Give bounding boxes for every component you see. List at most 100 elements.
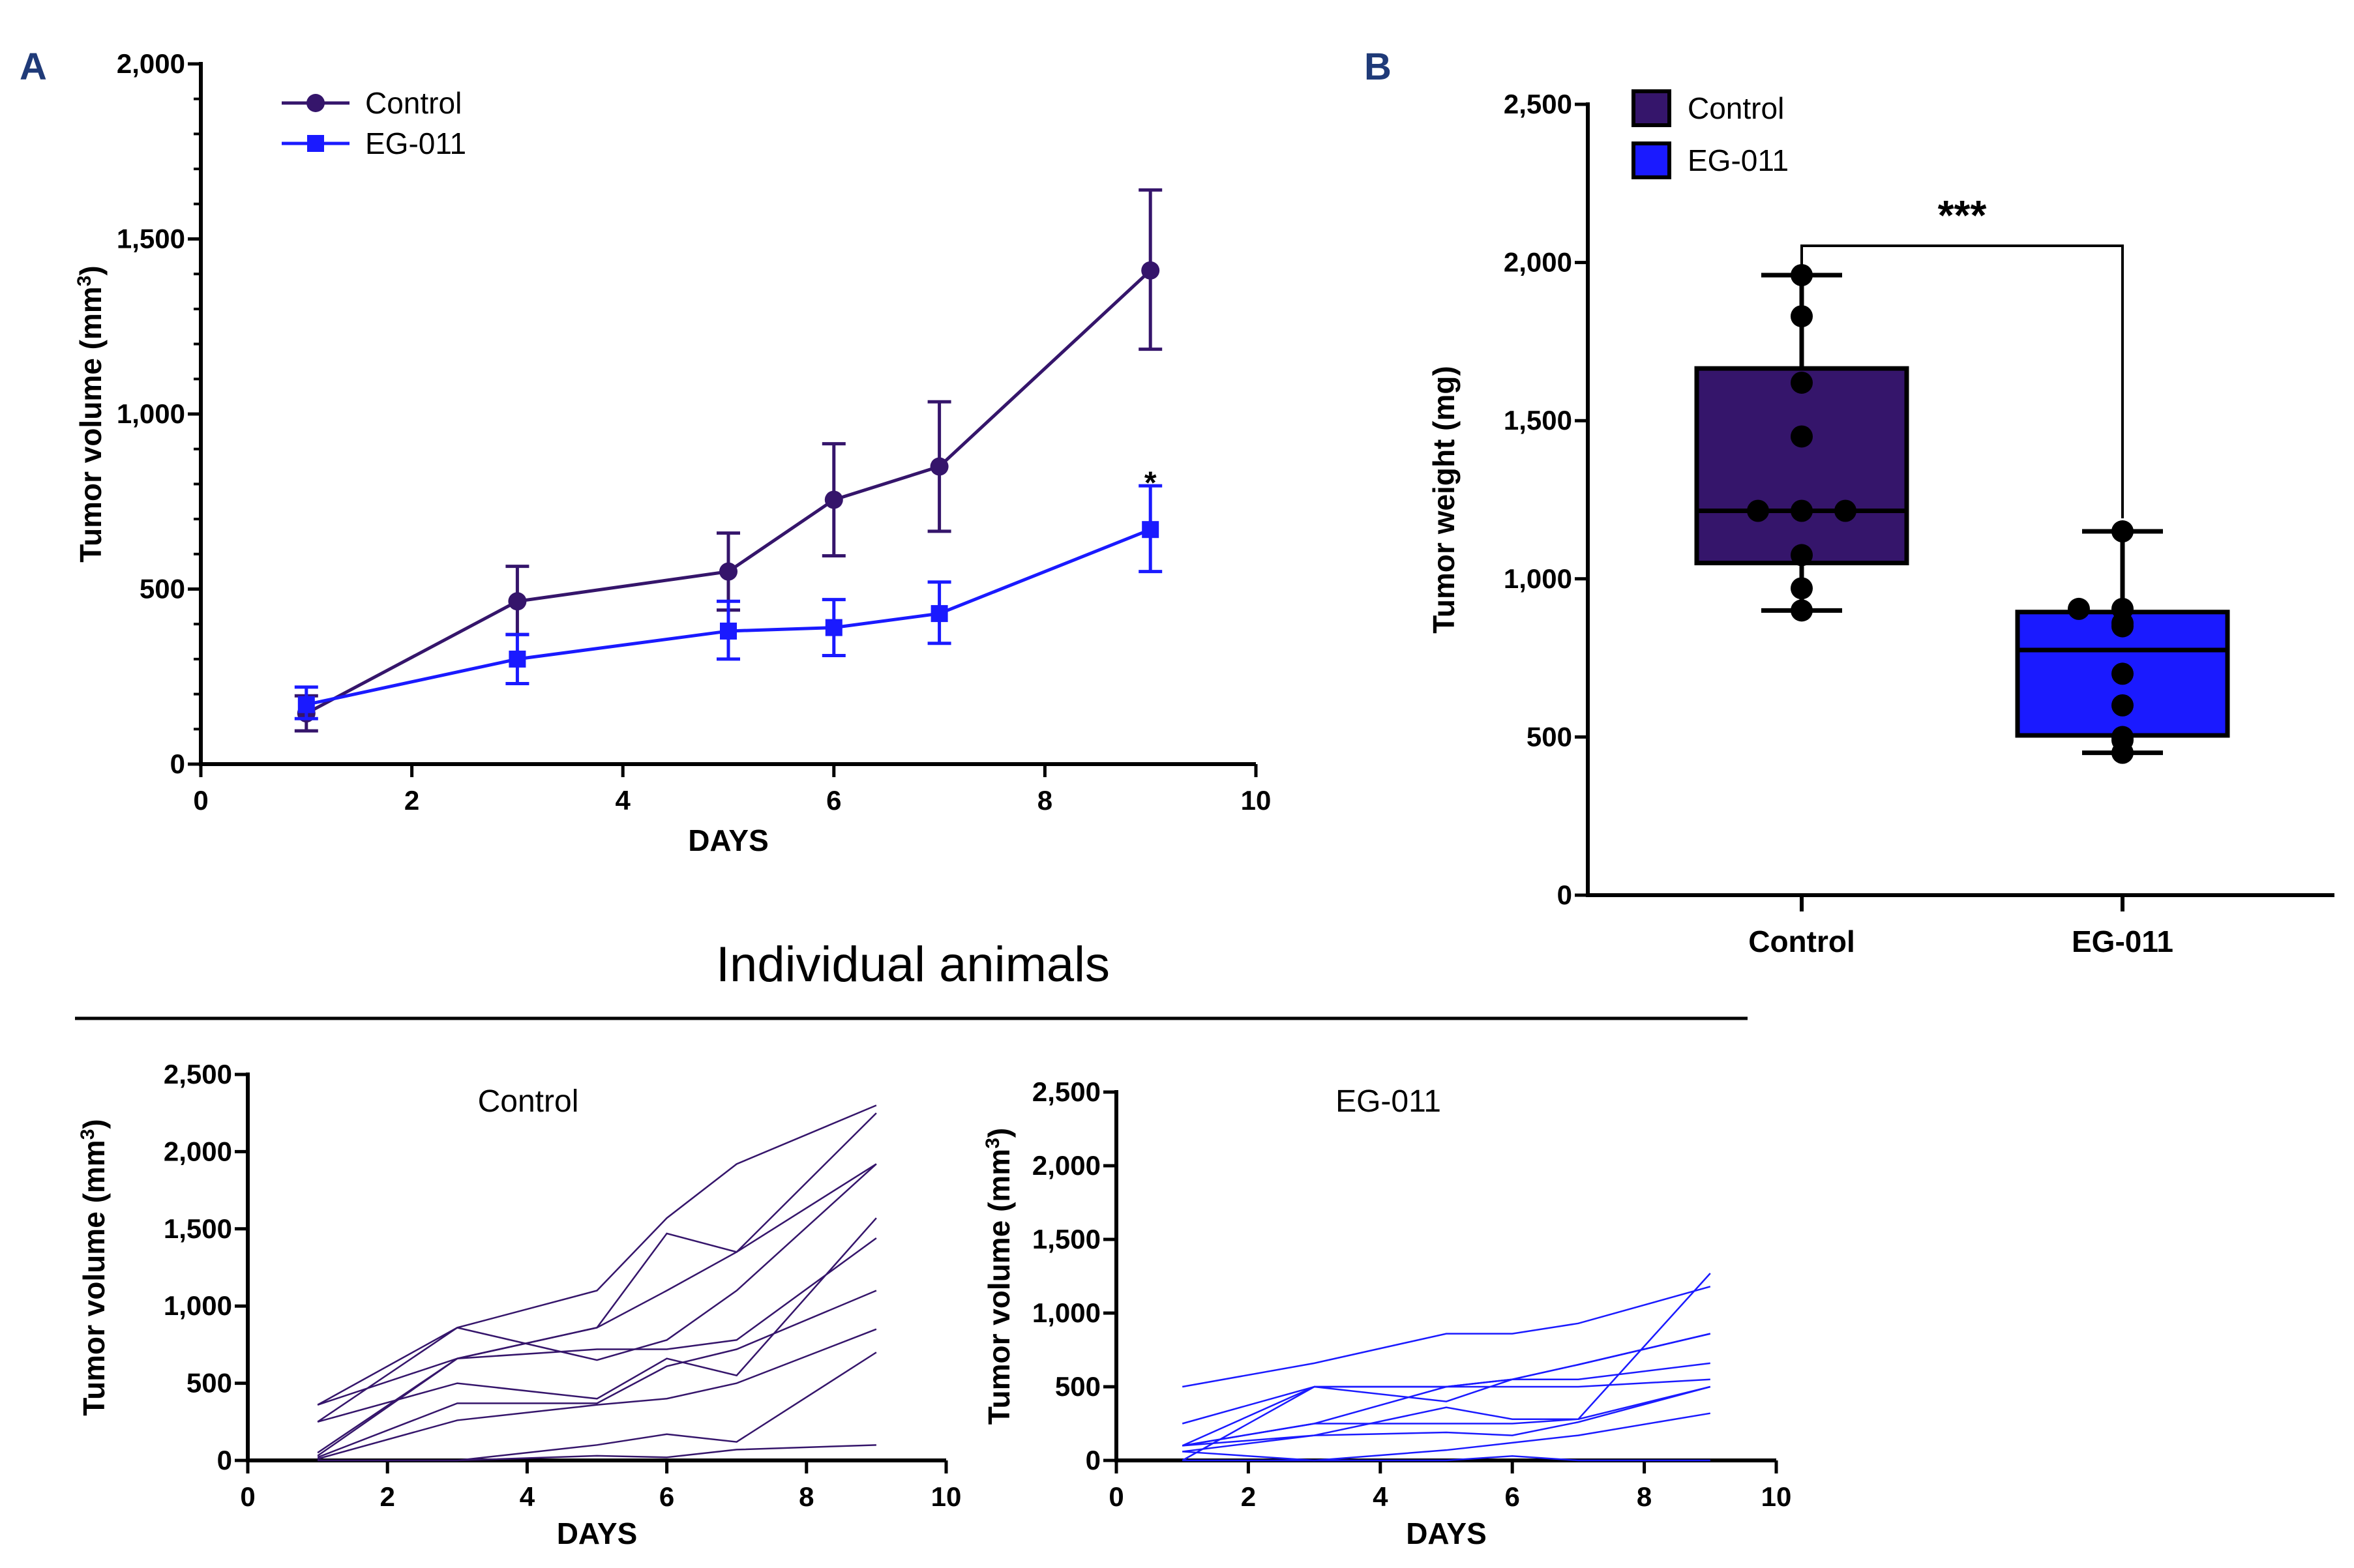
legend-label: Control [1688,91,1784,125]
superscript: 3 [982,1138,1004,1149]
x-tick-label: 6 [1505,1481,1520,1512]
legend-label: Control [365,86,462,120]
data-point [2111,662,2134,685]
y-tick-label: 500 [140,574,185,604]
chart-b: 0 500 1,000 1,500 2,000 2,500 Tumor weight (mg… [1427,89,2334,958]
data-point [2068,597,2090,620]
data-point [930,457,949,476]
paren: ) [74,265,108,275]
series-line [305,269,1152,715]
section-title: Individual animals [716,937,1110,992]
y-tick-label: 0 [1557,880,1572,910]
data-point [2111,694,2134,717]
y-tick-label: 1,500 [164,1213,232,1244]
y-tick-label: 2,000 [117,48,185,79]
x-tick-label: 4 [520,1481,535,1512]
legend-swatch [1631,89,1671,127]
data-point [824,490,843,509]
x-tick-label: 8 [799,1481,814,1512]
animal-line [318,1444,876,1462]
box [1694,366,1909,566]
animal-line [317,1290,877,1458]
y-tick-label: 2,000 [164,1136,232,1166]
legend-marker-circle [306,94,325,112]
x-axis-title: DAYS [557,1516,638,1550]
x-tick-label: 2 [1241,1481,1256,1512]
y-tick-label: 0 [170,748,185,779]
y-tick-label: 2,000 [1032,1150,1101,1181]
chart-title: Control [478,1084,579,1119]
y-tick-label: 1,500 [117,224,185,254]
y-tick-label: 1,000 [1032,1297,1101,1328]
data-point [1791,371,1813,394]
significance-label: *** [1938,192,1987,239]
x-tick-label: 4 [1373,1481,1388,1512]
data-point [2111,741,2134,764]
data-point [1141,261,1160,280]
data-point [931,605,948,623]
significance-bracket [1800,244,2124,518]
x-tick-label: 10 [1241,785,1272,816]
legend-marker-square [307,135,324,152]
y-tick-label: 0 [217,1445,232,1475]
animal-line [317,1104,877,1406]
data-point [1791,599,1813,622]
animal-line [317,1163,877,1406]
x-tick-label: 6 [826,785,841,816]
data-point [825,619,842,636]
data-point [1747,499,1769,522]
panel-label-a: A [20,46,47,88]
y-tick-label: 500 [186,1368,232,1398]
y-tick-label: 0 [1086,1445,1101,1475]
data-point [1791,577,1813,600]
animal-line [317,1217,877,1423]
y-tick-label: 500 [1527,721,1572,752]
data-point [297,696,315,713]
x-tick-label: 0 [1109,1481,1124,1512]
box-control [1694,264,1909,622]
x-tick-label: 4 [616,785,631,816]
chart-title: EG-011 [1335,1084,1441,1119]
data-point [1791,499,1813,522]
animal-line [1182,1286,1711,1388]
paren: ) [77,1119,111,1129]
data-point [1791,544,1813,567]
superscript: 3 [77,1129,98,1140]
x-tick-label: 8 [1637,1481,1652,1512]
x-tick-label: 0 [193,785,208,816]
data-point [720,622,737,640]
data-point [1142,521,1159,539]
animal-line [1182,1362,1710,1462]
series-control [294,188,1163,733]
data-point [509,650,526,668]
x-axis-title: DAYS [1406,1516,1487,1550]
series-line [306,527,1152,707]
significance-marker: * [1144,466,1157,500]
data-point [1791,264,1813,287]
x-axis-title: DAYS [688,823,769,857]
legend-label: EG-011 [365,126,466,160]
y-tick-label: 2,500 [164,1059,232,1089]
y-tick-label: 1,000 [164,1290,232,1321]
y-tick-label: 2,500 [1504,89,1572,119]
data-point [508,592,527,611]
y-tick-label: 1,000 [1504,563,1572,594]
data-point [2111,615,2134,638]
paren: ) [982,1128,1016,1138]
animal-line [317,1328,877,1460]
animal-line [1182,1273,1711,1447]
data-point [719,562,737,581]
animal-line [317,1112,877,1454]
y-axis-title: Tumor weight (mg) [1427,366,1461,634]
superscript: 3 [74,276,95,287]
animal-line [1182,1455,1710,1462]
x-tick-label: 0 [240,1481,255,1512]
y-axis-title: Tumor volume (mm3) [982,1128,1016,1425]
box-eg-011 [2015,520,2230,764]
y-tick-label: 2,500 [1032,1076,1101,1107]
animal-line [1182,1333,1711,1447]
x-tick-label: 6 [659,1481,674,1512]
series-eg-011 [294,484,1163,720]
x-tick-label: 8 [1037,785,1052,816]
